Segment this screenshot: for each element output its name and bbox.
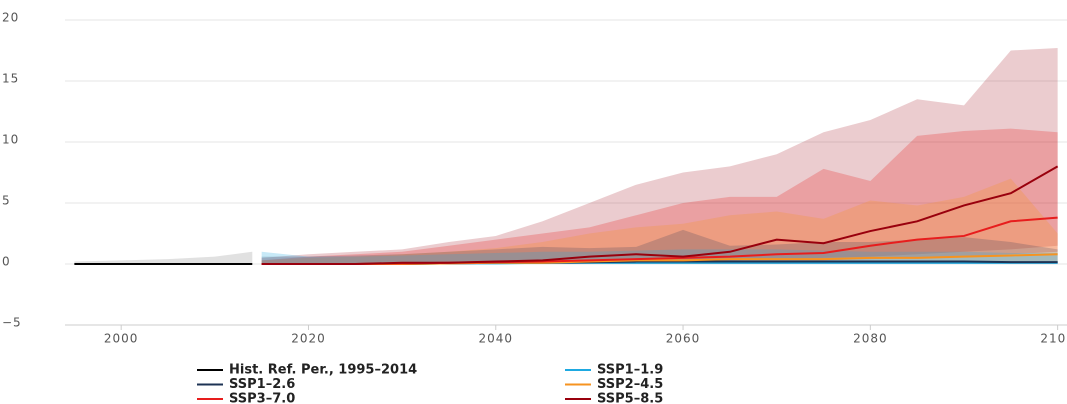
uncertainty-band bbox=[261, 249, 1058, 264]
legend-label: SSP3–7.0 bbox=[229, 392, 295, 404]
uncertainty-band bbox=[261, 178, 1058, 264]
lines bbox=[74, 165, 1059, 265]
uncertainty-band bbox=[261, 48, 1058, 265]
legend: Hist. Ref. Per., 1995–2014 SSP1–1.9 SSP1–2… bbox=[197, 363, 663, 404]
x-tick-label: 2000 bbox=[104, 332, 139, 346]
axes: −5 0 5 10 15 20 2000 2020 2040 2060 2080 2100 bbox=[2, 11, 1067, 346]
legend-label: SSP1–2.6 bbox=[229, 377, 295, 392]
y-tick-label: 20 bbox=[2, 11, 19, 25]
x-tick-label: 2080 bbox=[853, 332, 888, 346]
x-tick-label: 2060 bbox=[666, 332, 701, 346]
legend-label: SSP2–4.5 bbox=[597, 377, 663, 392]
legend-label: SSP5–8.5 bbox=[597, 392, 663, 404]
y-tick-label: 0 bbox=[2, 255, 11, 269]
y-tick-label: 15 bbox=[2, 72, 19, 86]
uncertainty-band bbox=[74, 251, 253, 264]
uncertainty-band bbox=[261, 128, 1058, 264]
x-tick-label: 2100 bbox=[1040, 332, 1067, 346]
y-tick-label: 5 bbox=[2, 194, 11, 208]
series-line bbox=[261, 165, 1059, 265]
x-tick-label: 2020 bbox=[291, 332, 326, 346]
x-tick-label: 2040 bbox=[478, 332, 513, 346]
y-tick-label: 10 bbox=[2, 133, 19, 147]
y-tick-label: −5 bbox=[2, 316, 22, 330]
legend-label: SSP1–1.9 bbox=[597, 363, 663, 378]
bands bbox=[74, 48, 1058, 265]
legend-label: Hist. Ref. Per., 1995–2014 bbox=[229, 363, 417, 378]
uncertainty-band bbox=[261, 229, 1058, 264]
